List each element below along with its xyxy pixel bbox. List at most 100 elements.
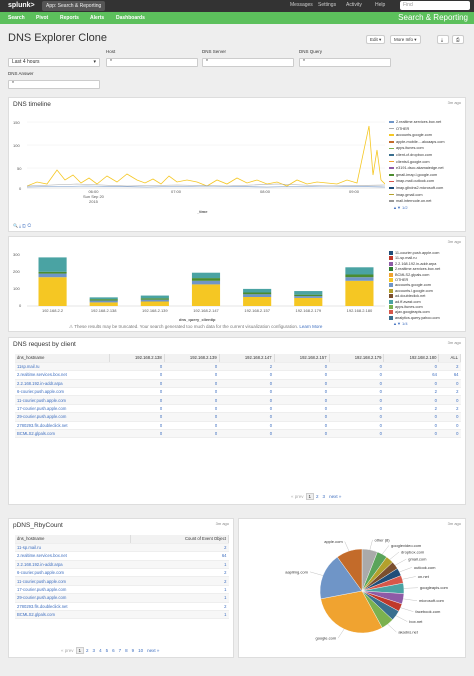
- page-link[interactable]: 8: [125, 648, 128, 653]
- nav-search[interactable]: Search: [8, 15, 25, 21]
- table-row[interactable]: 2780293.fls.doubleclick.net 2: [15, 602, 229, 612]
- table-cell: 0: [438, 412, 461, 422]
- dns-server-input[interactable]: *: [202, 58, 294, 67]
- messages-menu[interactable]: Messages: [290, 2, 313, 8]
- legend-item[interactable]: mail.internode.on.net: [389, 198, 445, 205]
- dns-answer-input[interactable]: *: [8, 80, 100, 89]
- table-row[interactable]: 17-courier.push.apple.com 0 0 0 0 0 2 2: [15, 404, 461, 414]
- table-row[interactable]: 11-courier.push.apple.com 0 0 0 0 0 0 0: [15, 395, 461, 405]
- find-input[interactable]: Find: [400, 1, 470, 10]
- page-link[interactable]: 2: [86, 648, 89, 653]
- table-row[interactable]: 2.2.168.192.in-addr.arpa 1: [15, 560, 229, 570]
- legend-item[interactable]: accounts.google.com: [389, 132, 445, 139]
- table-row[interactable]: 11-sp.mail.ru 2: [15, 543, 229, 553]
- table-row[interactable]: BCMLS2.glpals.com 1: [15, 610, 229, 620]
- legend-item[interactable]: ad.doubleclick.net: [389, 294, 440, 299]
- page-link[interactable]: 6: [112, 648, 115, 653]
- table-row[interactable]: 2.realtime.services.box.net 64: [15, 551, 229, 561]
- edit-button[interactable]: Edit ▾: [366, 35, 386, 44]
- legend-item[interactable]: OTHER: [389, 126, 445, 133]
- help-menu[interactable]: Help: [375, 2, 386, 8]
- time-picker[interactable]: Last 4 hours ▾: [8, 58, 100, 67]
- next-page[interactable]: next »: [147, 648, 160, 653]
- table-row[interactable]: 2.2.168.192.in-addr.arpa 0 0 0 0 0 0 0: [15, 379, 461, 389]
- activity-menu[interactable]: Activity: [346, 2, 362, 8]
- print-button[interactable]: ⎙: [452, 35, 464, 44]
- column-header[interactable]: 192.168.2.139: [164, 354, 220, 363]
- learn-more-link[interactable]: Learn More: [299, 324, 323, 329]
- settings-menu[interactable]: Settings: [318, 2, 337, 8]
- page-link[interactable]: 3: [322, 494, 326, 499]
- table-row[interactable]: 11-courier.push.apple.com 2: [15, 576, 229, 586]
- prev-page[interactable]: « prev: [61, 648, 74, 653]
- legend-item[interactable]: apps.itunes.com: [389, 305, 440, 310]
- legend-item[interactable]: 11-courier.push.apple.com: [389, 251, 440, 256]
- legend-item[interactable]: imap.glbdns2.microsoft.com: [389, 185, 445, 192]
- column-header[interactable]: 192.168.2.147: [219, 354, 275, 363]
- column-header[interactable]: 192.168.2.180: [383, 354, 440, 363]
- legend-pager[interactable]: ▲▼ 1/2: [393, 205, 408, 210]
- nav-alerts[interactable]: Alerts: [90, 15, 105, 21]
- table-row[interactable]: 11sp.mail.ru 0 0 2 0 0 0 2: [15, 362, 461, 372]
- bar-segment: [89, 297, 118, 300]
- legend-item[interactable]: e3191.dscc.akamaiedge.net: [389, 165, 445, 172]
- more-info-button[interactable]: More Info ▾: [390, 35, 421, 44]
- legend-item[interactable]: 2.realtime.services.box.net: [389, 267, 440, 272]
- legend-swatch: [389, 147, 394, 150]
- table-row[interactable]: 29-courier.push.apple.com 1: [15, 593, 229, 603]
- page-link[interactable]: 9: [131, 648, 135, 653]
- column-header[interactable]: 192.168.2.157: [274, 354, 330, 363]
- legend-item[interactable]: ajax.googleapis.com: [389, 310, 440, 315]
- legend-item[interactable]: apps.itunes.com: [389, 145, 445, 152]
- legend-item[interactable]: accounts.google.com: [389, 283, 440, 288]
- table-row[interactable]: 6-courier.push.apple.com 0 0 0 0 0 2 2: [15, 387, 461, 397]
- nav-pivot[interactable]: Pivot: [36, 15, 49, 21]
- legend-item[interactable]: 2.realtime.services.box.net: [389, 119, 445, 126]
- page-link[interactable]: 2: [316, 494, 319, 499]
- page-link[interactable]: 10: [138, 648, 144, 653]
- legend-item[interactable]: ad.ff.avast.com: [389, 299, 440, 305]
- legend-item[interactable]: client-cf.dropbox.com: [389, 152, 445, 159]
- table-row[interactable]: 2.realtime.services.box.net 0 0 0 0 0 64 64: [15, 370, 461, 380]
- legend-item[interactable]: imap.gmail.com: [389, 192, 445, 199]
- table-row[interactable]: BCMLS2.glpals.com 0 0 0 0 0 0 0: [15, 429, 461, 439]
- table-row[interactable]: 29-courier.push.apple.com 0 0 0 0 0 0 0: [15, 412, 461, 422]
- table-row[interactable]: 6-courier.push.apple.com 2: [15, 568, 229, 578]
- dns-query-input[interactable]: *: [299, 58, 391, 67]
- column-header[interactable]: dns_hostname: [15, 354, 110, 363]
- legend-item[interactable]: analytics.query.yahoo.com: [389, 315, 440, 321]
- page-link[interactable]: 1: [305, 493, 315, 500]
- page-link[interactable]: 7: [118, 648, 122, 653]
- host-input[interactable]: *: [106, 58, 198, 67]
- legend-item[interactable]: 2.2.168.192.in-addr.arpa: [389, 261, 440, 267]
- column-header[interactable]: dns_hostname: [15, 535, 132, 544]
- legend-item[interactable]: imap-mail.outlook.com: [389, 178, 445, 185]
- nav-reports[interactable]: Reports: [60, 15, 79, 21]
- table-row[interactable]: 2780293.fls.doubleclick.net 0 0 0 0 0 0 0: [15, 421, 461, 431]
- export-button[interactable]: ⤓: [437, 35, 449, 44]
- page-link[interactable]: 3: [92, 648, 96, 653]
- prev-page[interactable]: « prev: [291, 494, 304, 499]
- legend-pager[interactable]: ▲▼ 1/4: [393, 321, 408, 326]
- legend-item[interactable]: clients4.google.com: [389, 159, 445, 166]
- legend-item[interactable]: 11-sp.mail.ru: [389, 256, 440, 261]
- column-header[interactable]: 192.168.2.179: [329, 354, 385, 363]
- page-link[interactable]: 4: [99, 648, 102, 653]
- table-row[interactable]: 17-courier.push.apple.com 1: [15, 585, 229, 595]
- legend-item[interactable]: OTHER: [389, 278, 440, 283]
- x-tick: 192.168.2.179: [295, 308, 322, 313]
- column-header[interactable]: ALL: [438, 354, 461, 363]
- next-page[interactable]: next »: [329, 494, 342, 499]
- column-header[interactable]: 192.168.2.138: [109, 354, 165, 363]
- legend-item[interactable]: gmail-imap.l.google.com: [389, 172, 445, 179]
- column-header[interactable]: Count of Event Object: [130, 535, 229, 544]
- nav-dashboards[interactable]: Dashboards: [116, 15, 145, 21]
- page-link[interactable]: 5: [105, 648, 109, 653]
- splunk-logo[interactable]: splunk>: [8, 2, 35, 9]
- legend-item[interactable]: apple-mobile....akoaaps.com: [389, 139, 445, 146]
- legend-item[interactable]: BCMLS2.glpals.com: [389, 272, 440, 278]
- legend-item[interactable]: accounts.l.google.com: [389, 288, 440, 294]
- app-menu[interactable]: App: Search & Reporting: [42, 1, 106, 11]
- page-link[interactable]: 1: [75, 647, 85, 654]
- panel-footer-icons[interactable]: 🔍 ⤓ ⓘ ⟲: [13, 223, 32, 228]
